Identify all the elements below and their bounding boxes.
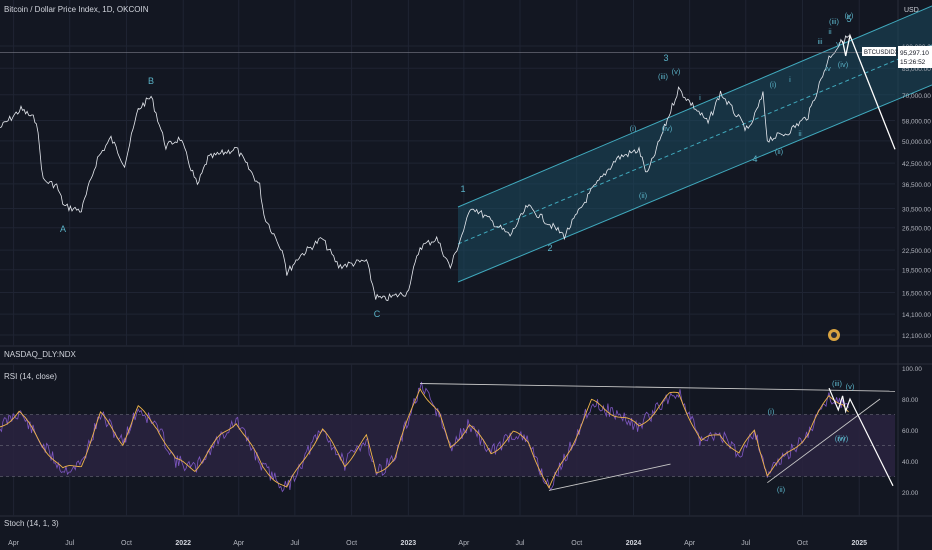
rsi-ma-line: [0, 387, 849, 489]
rsi-lower-trendline: [548, 463, 671, 491]
price-tick-label: 85,000.00: [902, 66, 931, 73]
time-tick-label: 2023: [401, 540, 417, 547]
elliott-wave-label: (i): [770, 80, 777, 89]
rsi-tick-label: 60.00: [902, 428, 919, 435]
currency-label[interactable]: USD: [904, 7, 919, 14]
elliott-wave-label: i: [789, 75, 791, 84]
rsi-wave-label: (iv): [835, 434, 846, 443]
price-tick-label: 22,500.00: [902, 248, 931, 255]
price-badge-symbol-box: [862, 47, 896, 56]
btc-price-line: [0, 35, 851, 301]
rsi-wave-label: (iii): [832, 379, 842, 388]
time-tick-label: Apr: [684, 540, 696, 547]
time-tick-label: Jul: [65, 540, 74, 547]
time-tick-label: Oct: [797, 540, 808, 547]
symbol-title: Bitcoin / Dollar Price Index, 1D, OKCOIN: [4, 5, 149, 14]
price-tick-label: 70,000.00: [902, 93, 931, 100]
time-tick-label: Jul: [741, 540, 750, 547]
price-tick-label: 16,500.00: [902, 291, 931, 298]
broker-logo-icon: [831, 332, 837, 338]
price-tick-label: 58,000.00: [902, 119, 931, 126]
elliott-wave-label: B: [148, 76, 154, 86]
rsi-wave-label: (i): [768, 407, 775, 416]
time-tick-label: Apr: [8, 540, 20, 547]
elliott-wave-label: (iv): [838, 60, 849, 69]
price-tick-label: 26,500.00: [902, 226, 931, 233]
stoch-pane-label: Stoch (14, 1, 3): [4, 519, 59, 528]
elliott-wave-label: (iii): [829, 17, 839, 26]
channel-midline: [457, 44, 932, 245]
elliott-wave-label: (ii): [775, 147, 784, 156]
price-tick-label: 36,500.00: [902, 182, 931, 189]
elliott-wave-label: (v): [845, 11, 854, 20]
time-tick-label: Oct: [571, 540, 582, 547]
elliott-wave-label: (iv): [662, 124, 673, 133]
rsi-rising-trendline: [767, 398, 881, 484]
elliott-wave-label: 5: [846, 14, 851, 24]
rsi-tick-label: 80.00: [902, 397, 919, 404]
time-tick-label: Jul: [516, 540, 525, 547]
elliott-wave-label: i: [699, 93, 701, 102]
time-tick-label: Oct: [346, 540, 357, 547]
price-tick-label: 12,100.00: [902, 333, 931, 340]
price-tick-label: 42,500.00: [902, 161, 931, 168]
time-tick-label: 2024: [626, 540, 642, 547]
rsi-tick-label: 20.00: [902, 490, 919, 497]
price-tick-label: 50,000.00: [902, 139, 931, 146]
elliott-wave-label: (i): [630, 124, 637, 133]
rsi-tick-label: 100.00: [902, 366, 922, 373]
time-tick-label: Oct: [121, 540, 132, 547]
rsi-wave-label: (iv): [838, 434, 849, 443]
elliott-wave-label: (ii): [639, 191, 648, 200]
rsi-tick-label: 40.00: [902, 459, 919, 466]
price-tick-label: 14,100.00: [902, 312, 931, 319]
price-badge-countdown: 15:26:52: [900, 59, 926, 66]
rsi-pane-label: RSI (14, close): [4, 372, 57, 381]
nasdaq-pane-label: NASDAQ_DLY:NDX: [4, 350, 76, 359]
elliott-wave-label: ii: [798, 129, 802, 138]
elliott-wave-label: (v): [672, 67, 681, 76]
elliott-wave-label: A: [60, 224, 66, 234]
elliott-wave-label: C: [374, 309, 381, 319]
time-tick-label: Apr: [233, 540, 245, 547]
trend-channel-fill: [458, 6, 932, 282]
time-tick-label: 2025: [851, 540, 867, 547]
elliott-wave-label: 1: [460, 184, 465, 194]
rsi-wave-label: (v): [846, 382, 855, 391]
time-tick-label: Apr: [458, 540, 470, 547]
time-tick-label: Jul: [290, 540, 299, 547]
channel-upper-line: [457, 5, 932, 208]
time-tick-label: 2022: [175, 540, 191, 547]
price-badge-box: [898, 46, 932, 68]
elliott-wave-label: ii: [828, 27, 832, 36]
price-badge-symbol: BTCUSDIDX: [864, 50, 899, 56]
elliott-wave-label: 4: [752, 154, 757, 164]
elliott-wave-label: iii: [818, 37, 823, 46]
price-tick-label: 19,500.00: [902, 268, 931, 275]
rsi-line: [0, 381, 849, 493]
elliott-wave-label: 3: [663, 53, 668, 63]
price-projection-line: [841, 33, 896, 150]
price-tick-label: 30,500.00: [902, 206, 931, 213]
elliott-wave-label: 2: [547, 243, 552, 253]
channel-lower-line: [457, 84, 932, 283]
elliott-wave-label: iv: [825, 64, 831, 73]
rsi-projection-line: [828, 387, 894, 487]
rsi-wave-label: (ii): [777, 485, 786, 494]
price-badge-value: 95,297.10: [900, 50, 929, 57]
rsi-upper-trendline: [420, 383, 896, 392]
elliott-wave-label: (iii): [658, 72, 668, 81]
elliott-wave-label: v: [836, 39, 840, 48]
